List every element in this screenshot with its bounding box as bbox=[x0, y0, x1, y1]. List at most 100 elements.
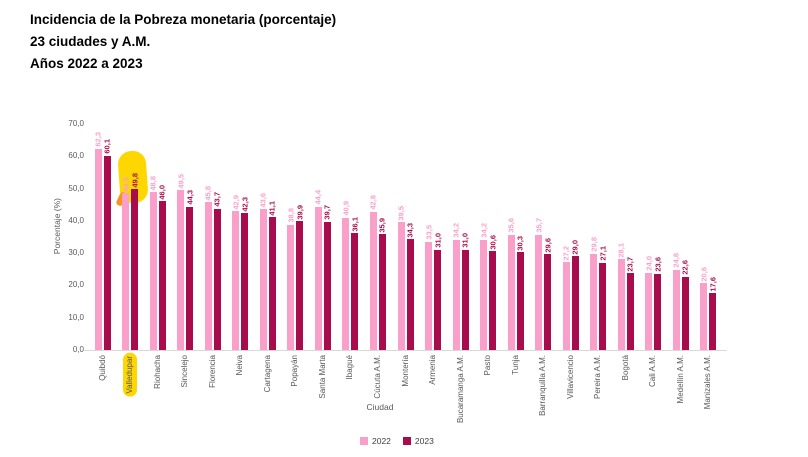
bar-value-label-2023: 35,9 bbox=[377, 217, 387, 233]
bar-value-label-2023: 41,1 bbox=[267, 200, 277, 216]
legend-label-2023: 2023 bbox=[414, 436, 434, 446]
bar-2022-pereira-a-m- bbox=[590, 253, 598, 350]
x-axis-label-armenia: Armenia bbox=[428, 355, 438, 385]
bar-2023-monter-a bbox=[406, 239, 414, 350]
bar-2022-manizales-a-m- bbox=[700, 283, 708, 350]
bar-2022-quibd- bbox=[94, 148, 102, 350]
x-axis-line bbox=[84, 350, 727, 351]
x-axis-label-c-cuta-a-m-: Cúcuta A.M. bbox=[372, 355, 382, 399]
chart-title-line-1: Incidencia de la Pobreza monetaria (porc… bbox=[30, 12, 337, 27]
bar-2022-pasto bbox=[480, 239, 488, 350]
bar-2023-c-cuta-a-m- bbox=[378, 234, 386, 350]
legend-item-2023: 2023 bbox=[402, 436, 434, 446]
x-axis-label-neiva: Neiva bbox=[235, 355, 245, 376]
bar-2022-bogot- bbox=[617, 259, 625, 350]
bar-2022-santa-marta bbox=[314, 206, 322, 350]
bar-2023-ibagu- bbox=[351, 233, 359, 350]
bar-2022-barranquilla-a-m- bbox=[535, 234, 543, 350]
y-tick-label: 30,0 bbox=[68, 248, 84, 258]
bar-2023-sincelejo bbox=[186, 206, 194, 350]
bar-value-label-2023: 34,3 bbox=[405, 222, 415, 238]
y-tick-label: 40,0 bbox=[68, 215, 84, 225]
bar-value-label-2022: 49,5 bbox=[176, 173, 186, 189]
bar-value-label-2023: 23,7 bbox=[625, 256, 635, 272]
bar-2022-popay-n bbox=[287, 224, 295, 350]
bar-2023-pereira-a-m- bbox=[599, 262, 607, 350]
chart-title-block: Incidencia de la Pobreza monetaria (porc… bbox=[30, 9, 336, 75]
bar-2022-bucaramanga-a-m- bbox=[452, 239, 460, 350]
bar-2023-tunja bbox=[516, 252, 524, 350]
bar-value-label-2023: 44,3 bbox=[185, 190, 195, 205]
bar-value-label-2023: 43,7 bbox=[212, 192, 222, 207]
bar-2023-bucaramanga-a-m- bbox=[461, 249, 469, 350]
y-tick-label: 0,0 bbox=[72, 345, 84, 354]
bar-2023-valledupar bbox=[131, 189, 139, 350]
bar-value-label-2022: 48,5 bbox=[121, 176, 131, 192]
bar-value-label-2023: 31,0 bbox=[460, 233, 470, 248]
bar-2023-santa-marta bbox=[323, 221, 331, 350]
bar-2023-bogot- bbox=[626, 273, 634, 350]
bar-2022-c-cuta-a-m- bbox=[369, 211, 377, 350]
legend-swatch-2023-icon bbox=[402, 437, 411, 445]
x-axis-label-cartagena: Cartagena bbox=[262, 355, 272, 393]
bar-value-label-2022: 33,5 bbox=[424, 225, 434, 240]
bar-2022-medell-n-a-m- bbox=[672, 269, 680, 350]
legend-item-2022: 2022 bbox=[360, 436, 391, 446]
bar-2022-riohacha bbox=[149, 192, 157, 350]
bar-2022-neiva bbox=[232, 211, 240, 350]
y-tick-label: 70,0 bbox=[68, 119, 84, 128]
bar-value-label-2023: 17,6 bbox=[708, 276, 718, 292]
bar-2022-villavicencio bbox=[562, 262, 570, 350]
bar-value-label-2022: 40,9 bbox=[341, 201, 351, 216]
bar-value-label-2023: 29,6 bbox=[543, 237, 553, 253]
bar-value-label-2023: 30,6 bbox=[488, 234, 498, 250]
y-axis-title: Porcentaje (%) bbox=[52, 198, 62, 255]
bar-value-label-2022: 35,7 bbox=[534, 218, 544, 233]
y-tick-label: 10,0 bbox=[68, 312, 84, 322]
x-axis-label-ibagu-: Ibagué bbox=[345, 355, 355, 380]
bar-value-label-2022: 39,5 bbox=[396, 205, 406, 221]
bar-value-label-2023: 30,3 bbox=[515, 235, 525, 251]
x-axis-label-riohacha: Riohacha bbox=[152, 355, 162, 389]
bar-value-label-2022: 45,8 bbox=[203, 185, 213, 201]
bar-2023-barranquilla-a-m- bbox=[544, 254, 552, 350]
x-axis-label-florencia: Florencia bbox=[207, 355, 217, 388]
bar-2023-cali-a-m- bbox=[654, 273, 662, 350]
chart-title-line-3: Años 2022 a 2023 bbox=[30, 56, 143, 71]
bar-2022-armenia bbox=[425, 241, 433, 350]
bar-value-label-2023: 27,1 bbox=[598, 245, 608, 261]
bar-2022-monter-a bbox=[397, 222, 405, 350]
bar-value-label-2022: 35,6 bbox=[506, 218, 516, 234]
bar-2022-cali-a-m- bbox=[645, 272, 653, 350]
bar-value-label-2023: 31,0 bbox=[433, 233, 443, 248]
bar-value-label-2023: 42,3 bbox=[240, 196, 250, 212]
x-axis-label-manizales-a-m-: Manizales A.M. bbox=[703, 355, 713, 410]
bar-value-label-2022: 38,8 bbox=[286, 208, 296, 223]
x-axis-title: Ciudad bbox=[366, 402, 394, 412]
bar-value-label-2022: 42,9 bbox=[231, 194, 241, 210]
bar-value-label-2022: 27,2 bbox=[561, 245, 571, 261]
x-axis-label-medell-n-a-m-: Medellín A.M. bbox=[675, 355, 685, 404]
legend-swatch-2022-icon bbox=[360, 437, 368, 445]
chart-title-line-2: 23 ciudades y A.M. bbox=[30, 34, 151, 49]
bar-2023-neiva bbox=[241, 213, 249, 350]
x-axis-label-bucaramanga-a-m-: Bucaramanga A.M. bbox=[455, 355, 465, 424]
bar-value-label-2022: 34,2 bbox=[479, 222, 489, 238]
x-axis-label-valledupar: Valledupar bbox=[123, 353, 138, 397]
x-axis-label-santa-marta: Santa Marta bbox=[317, 355, 327, 399]
bar-value-label-2023: 46,0 bbox=[157, 184, 167, 200]
bar-2023-florencia bbox=[213, 208, 221, 350]
bar-value-label-2023: 39,9 bbox=[295, 204, 305, 220]
bar-value-label-2022: 44,4 bbox=[313, 190, 323, 205]
x-axis-label-quibd-: Quibdó bbox=[97, 355, 107, 381]
y-tick-label: 60,0 bbox=[68, 151, 84, 161]
bar-value-label-2023: 60,1 bbox=[102, 139, 112, 154]
bar-2023-riohacha bbox=[158, 201, 166, 350]
bar-2023-quibd- bbox=[103, 155, 111, 350]
bar-2022-cartagena bbox=[259, 209, 267, 350]
x-axis-label-cali-a-m-: Cali A.M. bbox=[648, 355, 658, 388]
bar-value-label-2023: 22,6 bbox=[680, 260, 690, 276]
x-axis-label-popay-n: Popayán bbox=[290, 355, 300, 387]
bar-2023-villavicencio bbox=[571, 256, 579, 350]
